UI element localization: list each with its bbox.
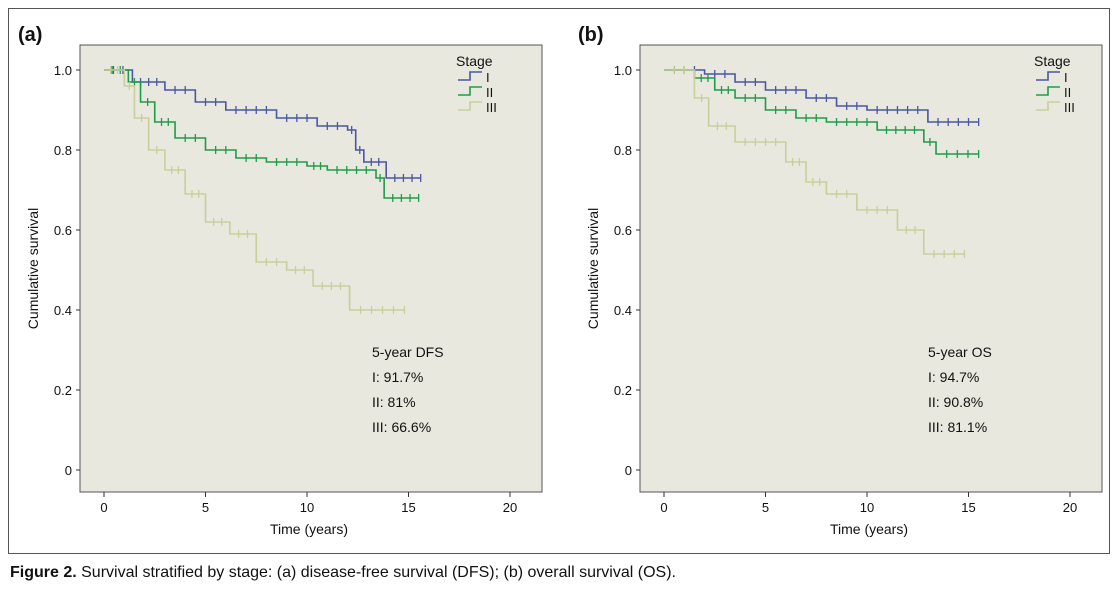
series-II-line [104,69,419,199]
legend-label-III: III [486,100,497,115]
y-tick-label: 1.0 [54,63,72,78]
plot-area [79,44,543,493]
legend-swatch-III [1036,101,1060,111]
chart-b: 0 0.2 0.4 0.6 0.8 1.0 0 5 10 15 20 Time (years) Cumu… [585,44,1103,537]
y-tick-label: 0.4 [614,303,632,318]
series-III-line [104,69,405,311]
legend-label-I: I [486,70,490,85]
x-axis-label: Time (years) [270,521,348,537]
y-tick-label: 0.6 [54,223,72,238]
x-tick-label: 15 [401,500,415,515]
chart-a: 0 0.2 0.4 0.6 0.8 1.0 0 5 10 15 20 Time (years) Cumu… [25,44,543,537]
annotation-line: III: 66.6% [372,419,431,435]
x-tick-label: 0 [660,500,667,515]
legend-swatch-I [1036,71,1060,81]
y-tick-label: 0.2 [614,383,632,398]
x-tick-label: 15 [961,500,975,515]
x-tick-label: 20 [1063,500,1077,515]
legend-label-II: II [486,85,493,100]
annotation-line: 5-year OS [928,344,992,360]
annotation-line: II: 81% [372,394,416,410]
legend-label-II: II [1064,85,1071,100]
y-tick-label: 1.0 [614,63,632,78]
x-tick-label: 10 [860,500,874,515]
y-tick-label: 0.4 [54,303,72,318]
x-tick-label: 10 [300,500,314,515]
figure-caption: Figure 2. Survival stratified by stage: … [10,564,676,582]
y-tick-label: 0 [65,463,72,478]
panel-a-label: (a) [18,24,43,46]
legend-swatch-II [1036,86,1060,96]
x-tick-label: 20 [503,500,517,515]
y-tick-label: 0.8 [54,143,72,158]
x-tick-label: 0 [100,500,107,515]
caption-text: Survival stratified by stage: (a) diseas… [76,564,676,581]
panel-b-label: (b) [578,24,604,46]
series-III-line [664,69,965,255]
x-axis-label: Time (years) [830,521,908,537]
x-tick-label: 5 [202,500,209,515]
y-axis-label: Cumulative survival [585,208,601,329]
y-tick-label: 0.8 [614,143,632,158]
y-tick-label: 0.6 [614,223,632,238]
legend-label-III: III [1064,100,1075,115]
legend-title: Stage [1034,53,1071,69]
caption-bold: Figure 2. [10,564,77,581]
x-tick-label: 5 [762,500,769,515]
y-tick-label: 0.2 [54,383,72,398]
legend-label-I: I [1064,70,1068,85]
legend-swatch-I [458,71,482,81]
legend-title: Stage [456,53,493,69]
y-tick-label: 0 [625,463,632,478]
annotation-line: II: 90.8% [928,394,983,410]
annotation-line: III: 81.1% [928,419,987,435]
y-axis-label: Cumulative survival [25,208,41,329]
annotation-line: 5-year DFS [372,344,444,360]
annotation-line: I: 91.7% [372,369,423,385]
annotation-line: I: 94.7% [928,369,979,385]
legend-swatch-II [458,86,482,96]
series-II-line [664,69,979,155]
plot-area [639,44,1103,493]
legend-swatch-III [458,101,482,111]
